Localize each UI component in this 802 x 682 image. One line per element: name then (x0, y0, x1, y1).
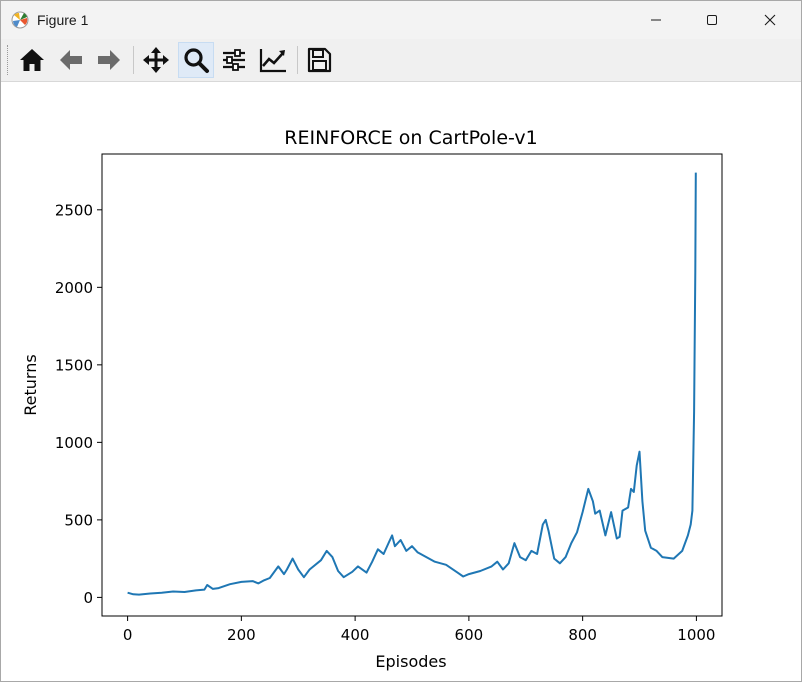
configure-subplots-button[interactable] (216, 42, 252, 78)
home-button[interactable] (14, 42, 50, 78)
y-tick-label: 0 (83, 589, 93, 607)
y-tick-label: 1000 (55, 434, 93, 452)
maximize-button[interactable] (689, 1, 735, 39)
zoom-icon (184, 48, 209, 73)
close-button[interactable] (747, 1, 793, 39)
navigation-toolbar (1, 39, 801, 82)
toolbar-grip[interactable] (7, 45, 10, 75)
minimize-button[interactable] (633, 1, 679, 39)
returns-series-line (127, 172, 697, 596)
maximize-icon (707, 15, 717, 25)
plot-area (101, 153, 723, 617)
home-icon (20, 49, 44, 71)
edit-axis-icon (259, 49, 286, 73)
back-button[interactable] (53, 42, 89, 78)
minimize-icon (651, 19, 661, 21)
chart-title: REINFORCE on CartPole-v1 (284, 127, 537, 149)
forward-button[interactable] (91, 42, 127, 78)
x-tick-label: 400 (341, 626, 370, 644)
y-axis: 0 500 1000 1500 2000 2500 (55, 201, 102, 607)
toolbar-separator (133, 46, 134, 74)
save-button[interactable] (301, 42, 337, 78)
x-tick-label: 1000 (677, 626, 715, 644)
y-tick-label: 2000 (55, 279, 93, 297)
x-tick-label: 600 (455, 626, 484, 644)
x-tick-label: 0 (123, 626, 133, 644)
figure-canvas[interactable]: REINFORCE on CartPole-v1 0 500 1000 1500 200… (1, 82, 801, 681)
x-axis: 0 200 400 600 800 1000 (123, 616, 715, 644)
toolbar-separator (297, 46, 298, 74)
matplotlib-app-icon (11, 11, 29, 29)
close-icon (764, 14, 776, 26)
y-axis-label: Returns (21, 354, 40, 415)
x-tick-label: 800 (568, 626, 597, 644)
back-arrow-icon (60, 50, 82, 70)
edit-axis-button[interactable] (255, 42, 291, 78)
pan-button[interactable] (138, 42, 174, 78)
zoom-button[interactable] (178, 42, 214, 78)
x-tick-label: 200 (227, 626, 256, 644)
subplots-configure-icon (223, 49, 245, 71)
x-axis-label: Episodes (375, 652, 446, 671)
pan-icon (143, 47, 169, 73)
y-tick-label: 2500 (55, 201, 93, 219)
y-tick-label: 1500 (55, 356, 93, 374)
save-icon (307, 47, 332, 73)
forward-arrow-icon (98, 50, 120, 70)
window-title: Figure 1 (37, 12, 89, 28)
title-bar[interactable]: Figure 1 (1, 1, 801, 39)
line-chart: REINFORCE on CartPole-v1 0 500 1000 1500 200… (21, 127, 723, 671)
y-tick-label: 500 (64, 511, 93, 529)
